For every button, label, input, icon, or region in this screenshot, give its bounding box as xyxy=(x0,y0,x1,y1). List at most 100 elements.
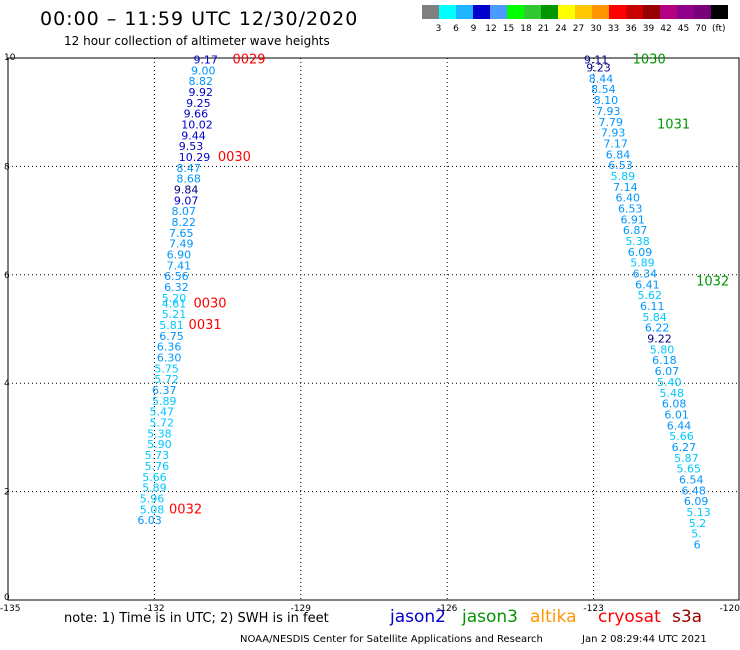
y-tick-label: 10 xyxy=(4,53,16,63)
wave-height-value: 5.13 xyxy=(686,506,711,519)
wave-height-value: 10.02 xyxy=(181,118,213,131)
wave-height-value: 8.22 xyxy=(171,216,196,229)
legend-swatch xyxy=(592,5,609,19)
wave-height-value: 5.08 xyxy=(140,503,165,516)
legend-swatch xyxy=(711,5,728,19)
pass-time-label: 1031 xyxy=(657,117,690,132)
wave-height-value: 5.76 xyxy=(145,460,170,473)
wave-height-value: 5.66 xyxy=(142,471,167,484)
wave-height-value: 5.40 xyxy=(657,376,682,389)
wave-height-value: 6.44 xyxy=(667,419,692,432)
wave-height-value: 7.41 xyxy=(167,259,192,272)
wave-height-value: 4.61 xyxy=(162,297,187,310)
wave-height-value: 5.38 xyxy=(147,427,172,440)
legend-label: 6 xyxy=(453,24,459,34)
y-tick-label: 4 xyxy=(4,379,10,389)
legend-swatch xyxy=(660,5,677,19)
y-tick-label: 0 xyxy=(4,593,10,603)
x-tick-label: -123 xyxy=(583,604,603,614)
chart-title: 00:00 – 11:59 UTC 12/30/2020 xyxy=(40,8,359,30)
pass-time-label: 0029 xyxy=(232,52,265,67)
legend-swatch xyxy=(456,5,473,19)
legend-label: 18 xyxy=(520,24,532,34)
wave-height-value: 5.89 xyxy=(611,170,636,183)
wave-height-value: 5.84 xyxy=(642,311,667,324)
wave-height-value: 6.91 xyxy=(620,213,645,226)
wave-height-value: 6.48 xyxy=(681,484,706,497)
generation-timestamp: Jan 2 08:29:44 UTC 2021 xyxy=(582,634,707,645)
legend-swatch xyxy=(677,5,694,19)
y-tick-label: 2 xyxy=(4,488,10,498)
wave-height-value: 8.10 xyxy=(594,94,619,107)
legend-label: 3 xyxy=(435,24,442,34)
wave-height-value: 6 xyxy=(694,539,701,552)
legend-swatch xyxy=(422,5,439,19)
wave-height-value: 6.53 xyxy=(608,159,633,172)
wave-height-value: 9.17 xyxy=(193,53,218,66)
x-tick-label: -135 xyxy=(0,604,20,614)
wave-height-value: 9.11 xyxy=(584,53,609,66)
legend-label: 42 xyxy=(660,24,672,34)
wave-height-value: 5.73 xyxy=(145,449,170,462)
wave-height-value: 6.03 xyxy=(137,514,162,527)
legend-swatch xyxy=(490,5,507,19)
satellite-cryosat: cryosat xyxy=(598,607,661,627)
wave-height-value: 6.07 xyxy=(655,365,680,378)
wave-height-value: 6.08 xyxy=(662,398,687,411)
wave-height-value: 5.21 xyxy=(162,308,187,321)
legend-swatch xyxy=(643,5,660,19)
x-tick-label: -132 xyxy=(144,604,164,614)
satellite-altika: altika xyxy=(530,607,577,627)
wave-height-value: 5.66 xyxy=(669,430,694,443)
wave-height-value: 6.75 xyxy=(159,330,184,343)
wave-height-value: 9.53 xyxy=(179,140,204,153)
wave-height-value: 5.87 xyxy=(674,452,699,465)
wave-height-value: 6.09 xyxy=(684,495,709,508)
wave-height-value: 9.92 xyxy=(189,86,214,99)
legend-unit: (ft) xyxy=(712,24,726,34)
legend-swatch xyxy=(507,5,524,19)
wave-height-value: 9.84 xyxy=(174,184,199,197)
wave-height-value: 5.62 xyxy=(638,289,663,302)
plot-frame xyxy=(7,57,740,601)
legend-swatch xyxy=(558,5,575,19)
wave-height-value: 6.40 xyxy=(616,192,641,205)
wave-height-value: 5.90 xyxy=(147,438,172,451)
wave-height-value: 5.38 xyxy=(625,235,650,248)
chart-subtitle: 12 hour collection of altimeter wave hei… xyxy=(64,34,330,48)
wave-height-value: 5.48 xyxy=(659,387,684,400)
wave-height-value: 8.47 xyxy=(176,162,201,175)
wave-height-value: 7.79 xyxy=(598,116,623,129)
wave-height-value: 6.37 xyxy=(152,384,177,397)
footer-note: note: 1) Time is in UTC; 2) SWH is in fe… xyxy=(64,611,329,626)
wave-height-value: 5.80 xyxy=(650,343,675,356)
wave-height-value: 6.34 xyxy=(633,268,658,281)
pass-time-label: 1032 xyxy=(696,275,729,290)
pass-time-label: 1030 xyxy=(633,52,666,67)
wave-height-value: 5.72 xyxy=(150,417,175,430)
legend-swatch xyxy=(626,5,643,19)
wave-height-value: 9.23 xyxy=(586,62,611,75)
wave-height-value: 7.93 xyxy=(596,105,621,118)
legend-swatch xyxy=(541,5,558,19)
wave-height-value: 6.01 xyxy=(664,408,689,421)
credit-line: NOAA/NESDIS Center for Satellite Applica… xyxy=(240,634,543,645)
wave-height-value: 6.18 xyxy=(652,354,677,367)
wave-height-value: 7.49 xyxy=(169,238,194,251)
wave-height-value: 7.17 xyxy=(603,137,628,150)
y-tick-label: 8 xyxy=(4,162,10,172)
wave-height-value: 9.07 xyxy=(174,194,199,207)
x-tick-label: -129 xyxy=(291,604,312,614)
wave-height-value: 6.54 xyxy=(679,473,704,486)
wave-height-value: 9.44 xyxy=(181,129,206,142)
wave-height-value: 6.56 xyxy=(164,270,189,283)
wave-height-value: 7.65 xyxy=(169,227,194,240)
wave-height-value: 6.53 xyxy=(618,202,643,215)
wave-height-value: 6.84 xyxy=(606,148,631,161)
wave-height-value: 7.93 xyxy=(601,127,626,140)
satellite-jason2: jason2 xyxy=(390,607,446,627)
wave-height-value: 6.11 xyxy=(640,300,665,313)
wave-height-value: 5.2 xyxy=(689,517,707,530)
pass-time-label: 0031 xyxy=(189,318,222,333)
